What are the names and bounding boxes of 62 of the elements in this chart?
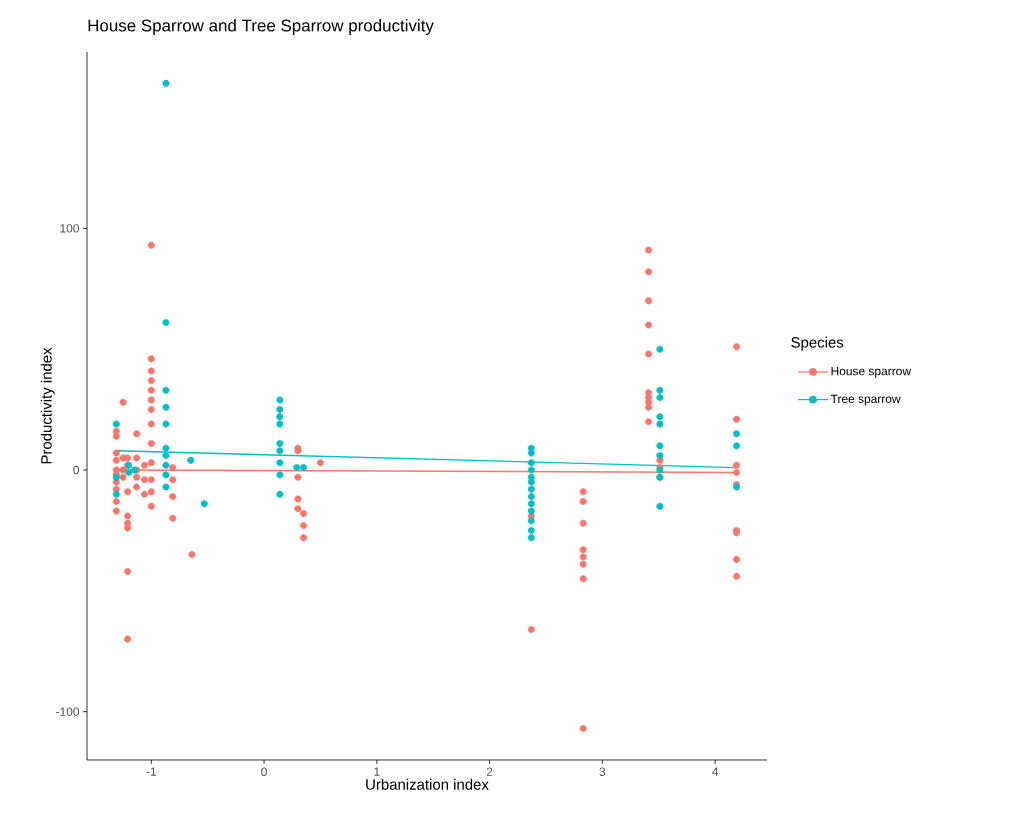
point <box>527 466 535 474</box>
point <box>276 413 284 421</box>
point <box>276 459 284 467</box>
point <box>527 485 535 493</box>
x-tick-label: 0 <box>261 767 267 776</box>
point <box>200 500 208 508</box>
point <box>276 439 284 447</box>
point <box>276 406 284 414</box>
point <box>293 464 301 472</box>
point <box>527 449 535 457</box>
x-axis-title: Urbanization index <box>366 778 489 790</box>
point <box>162 483 170 491</box>
point <box>162 420 170 428</box>
x-tick-label: 2 <box>486 767 493 776</box>
point <box>162 403 170 411</box>
point <box>162 386 170 394</box>
point <box>527 517 535 525</box>
point <box>656 345 664 353</box>
legend-label: House sparrow <box>831 367 911 378</box>
chart-title: House Sparrow and Tree Sparrow productivity <box>88 19 434 35</box>
point <box>187 456 195 464</box>
point <box>125 468 133 476</box>
x-tick-label: 3 <box>599 767 606 776</box>
point <box>656 502 664 510</box>
point <box>527 478 535 486</box>
point <box>300 464 308 472</box>
point <box>162 79 170 87</box>
point <box>527 500 535 508</box>
point <box>733 442 741 450</box>
point <box>656 452 664 460</box>
point <box>162 452 170 460</box>
point <box>276 420 284 428</box>
x-tick-label: 1 <box>374 767 380 776</box>
point <box>527 507 535 515</box>
point <box>656 386 664 394</box>
legend-label: Tree sparrow <box>830 394 901 406</box>
point <box>527 534 535 542</box>
point <box>162 444 170 452</box>
point <box>656 413 664 421</box>
point <box>527 459 535 467</box>
point <box>276 447 284 455</box>
legend-title: Species <box>791 336 844 351</box>
x-tick-label: 4 <box>712 767 719 776</box>
point <box>162 461 170 469</box>
point <box>276 490 284 498</box>
y-tick-label: 100 <box>60 224 80 233</box>
y-axis-title: Productivity index <box>40 347 55 464</box>
point <box>656 394 664 402</box>
point <box>112 420 120 428</box>
x-tick-label: -1 <box>146 767 157 776</box>
y-tick-label: 0 <box>73 465 80 475</box>
point <box>276 471 284 479</box>
point <box>527 526 535 534</box>
point <box>656 442 664 450</box>
point <box>112 490 120 498</box>
y-tick-label: -100 <box>56 707 80 716</box>
point <box>656 420 664 428</box>
point <box>162 319 170 327</box>
point <box>527 493 535 501</box>
point <box>733 430 741 438</box>
point <box>276 396 284 404</box>
point <box>162 471 170 479</box>
